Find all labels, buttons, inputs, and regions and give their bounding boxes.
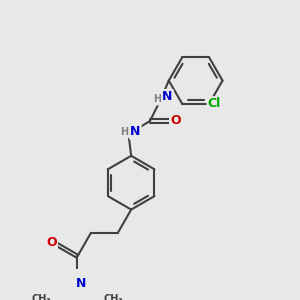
Text: O: O (170, 114, 181, 128)
Text: Cl: Cl (208, 98, 221, 110)
Text: CH₃: CH₃ (32, 294, 51, 300)
Text: N: N (130, 125, 140, 138)
Text: O: O (46, 236, 57, 249)
Text: CH₃: CH₃ (103, 294, 123, 300)
Text: H: H (120, 127, 128, 136)
Text: H: H (153, 94, 161, 104)
Text: N: N (76, 277, 87, 290)
Text: N: N (162, 90, 173, 103)
